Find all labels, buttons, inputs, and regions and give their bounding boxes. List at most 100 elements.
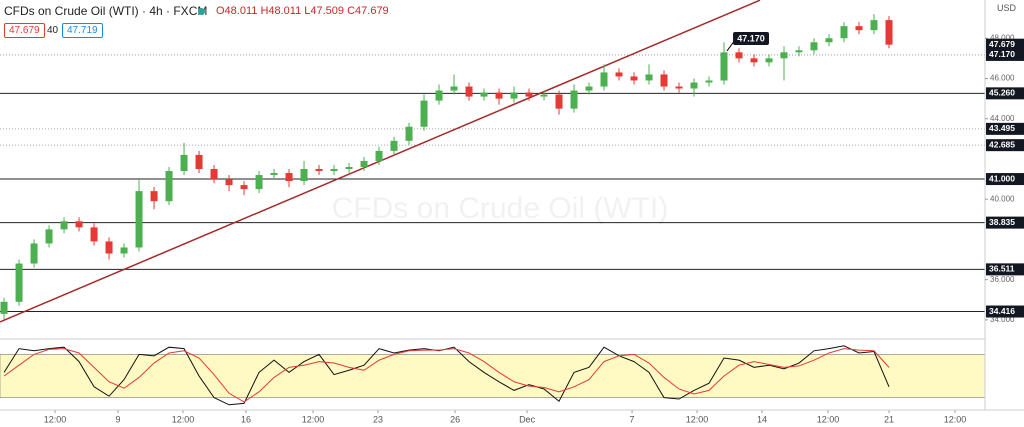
candle-body [225,179,233,186]
candle-body [645,74,653,81]
level-label-bg [986,48,1024,61]
candle-body [150,191,158,202]
candle-body [765,58,773,63]
osc-band [0,354,986,398]
x-tick-label: 12:00 [944,414,967,424]
level-label: 43.495 [989,123,1015,133]
candle-body [480,92,488,97]
x-tick-label: Dec [519,414,536,424]
candle-body [525,92,533,97]
candle-body [75,221,83,228]
trendline [0,0,761,323]
x-tick-label: 12:00 [686,414,709,424]
candle-body [30,243,38,264]
candle-body [585,86,593,91]
candle-body [720,52,728,81]
level-label-bg [986,87,1024,100]
level-label: 45.260 [989,88,1015,98]
callout-box [733,32,770,45]
x-tick-label: 12:00 [817,414,840,424]
ask-price[interactable]: 47.719 [62,23,103,38]
bid-price[interactable]: 47.679 [4,23,45,38]
osc-line [3,348,890,403]
candle-body [345,166,353,169]
callout-label: 47.170 [737,33,765,43]
level-label-bg [986,122,1024,135]
level-label-bg [986,139,1024,152]
last-price-label-bg [986,38,1024,51]
level-label: 36.511 [989,264,1015,274]
candle-body [420,100,428,127]
level-label: 38.835 [989,217,1015,227]
candle-body [105,241,113,254]
candle-body [825,38,833,43]
candle-body [315,169,323,172]
level-label-bg [986,305,1024,318]
candle-body [885,20,893,45]
candle-body [495,92,503,99]
candle-body [330,169,338,172]
level-label: 41.000 [989,173,1015,183]
x-tick-label: 16 [241,414,251,424]
candle-body [555,94,563,109]
symbol-title: CFDs on Crude Oil (WTI) · 4h · FXCM [4,4,208,18]
x-tick-label: 26 [450,414,460,424]
candle-body [435,90,443,101]
candle-body [750,58,758,63]
candle-body [0,301,8,314]
candle-body [540,94,548,97]
x-tick-label: 7 [630,414,635,424]
candle-body [615,72,623,77]
candle-body [450,86,458,91]
candle-body [405,126,413,141]
spread: 40 [47,25,59,36]
candle-body [705,80,713,83]
candle-body [45,229,53,244]
candle-body [195,154,203,169]
currency: USD [997,3,1017,13]
level-label: 47.170 [989,49,1015,59]
candle-body [630,76,638,81]
candle-body [360,160,368,167]
candle-body [465,86,473,97]
x-tick-label: 12:00 [302,414,325,424]
price-axis-bg [985,0,1024,410]
candle-body [255,175,263,190]
candle-body [210,169,218,180]
candle-body [180,154,188,172]
x-tick-label: 12:00 [44,414,67,424]
candle-body [60,221,68,230]
candle-body [285,173,293,182]
status-dot [198,8,205,15]
y-tick-label: 44.000 [990,114,1015,123]
y-tick-label: 40.000 [990,194,1015,203]
candle-body [15,263,23,302]
candle-body [570,90,578,109]
y-tick-label: 48.000 [990,33,1015,42]
last-price-label: 47.679 [989,39,1015,49]
candle-body [510,92,518,99]
candle-body [660,74,668,87]
level-label-bg [986,216,1024,229]
level-label-bg [986,173,1024,186]
y-tick-label: 46.000 [990,74,1015,83]
watermark: CFDs on Crude Oil (WTI) [332,192,669,225]
y-tick-label: 34.000 [990,315,1015,324]
candle-body [810,42,818,51]
candle-body [840,26,848,39]
candle-body [870,20,878,31]
candle-body [780,52,788,59]
y-tick-label: 36.000 [990,275,1015,284]
x-tick-label: 21 [884,414,894,424]
candle-body [270,173,278,176]
candle-body [120,247,128,254]
candle-body [795,50,803,53]
level-label-bg [986,263,1024,276]
candle-body [735,52,743,59]
candle-body [240,185,248,190]
candle-body [165,171,173,202]
ohlc-legend: O48.011 H48.011 L47.509 C47.679 [216,5,389,17]
candle-body [675,86,683,89]
